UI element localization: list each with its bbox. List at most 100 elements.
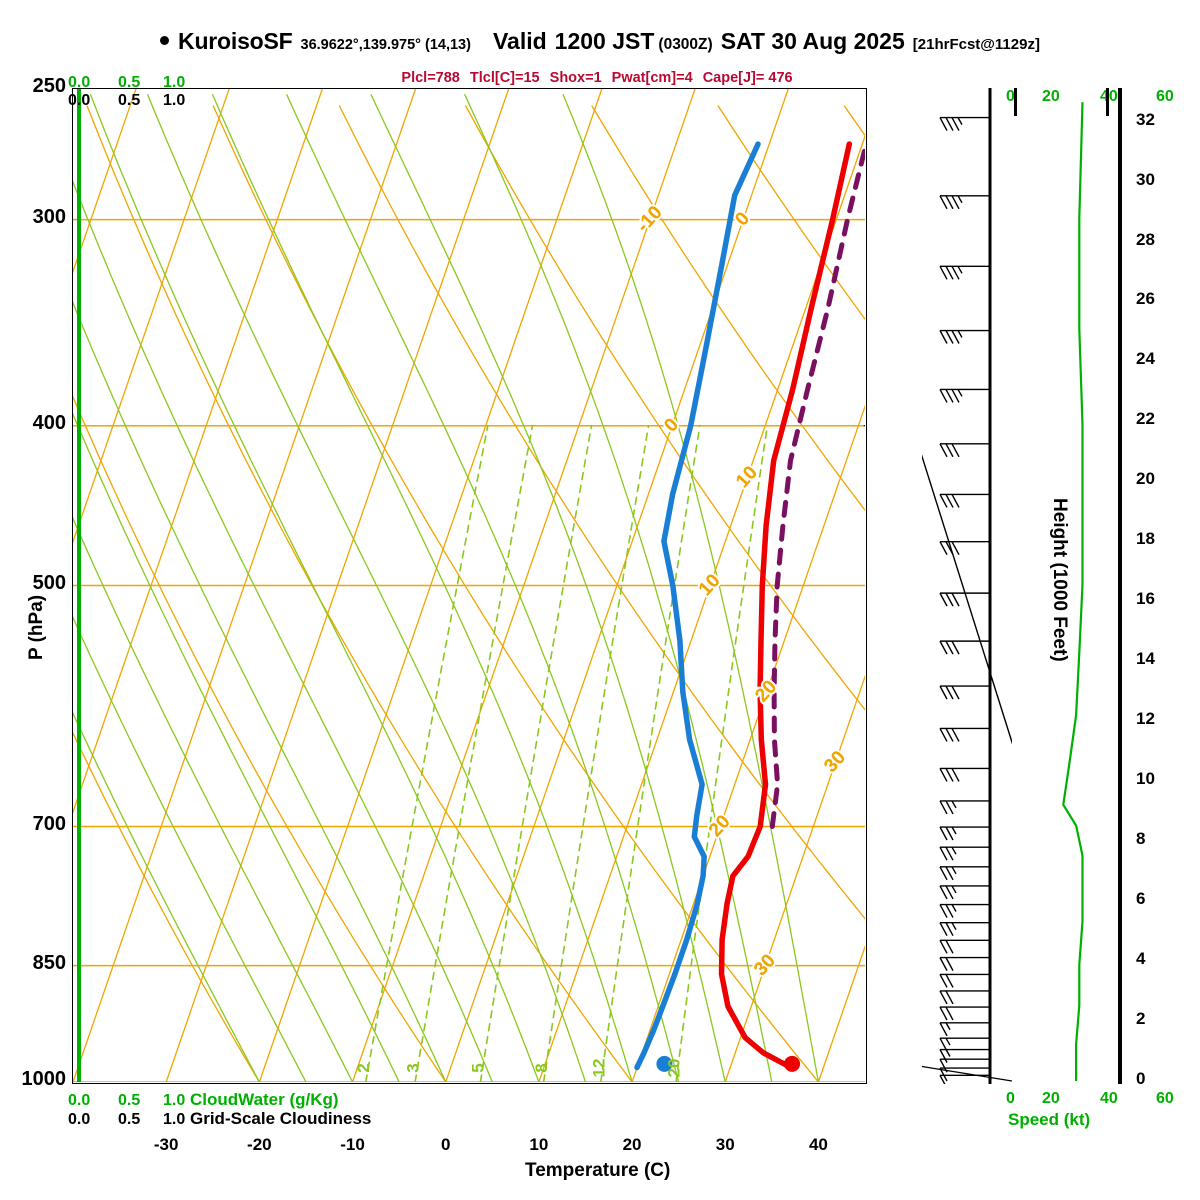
barb-full <box>939 685 948 700</box>
pressure-tick-700: 700 <box>32 812 66 835</box>
barb-full <box>945 885 954 900</box>
barb-full <box>951 728 960 742</box>
isotherm-30 <box>724 674 865 1082</box>
mixing-ratio-label-text: 5 <box>469 1063 488 1072</box>
barb-full <box>939 826 948 841</box>
speed-tick-top-60: 60 <box>1156 88 1174 105</box>
barb-full <box>945 826 954 841</box>
valid-time: 1200 JST <box>554 28 655 54</box>
isotherm-label-text: -10 <box>633 202 667 236</box>
wind-barb-800 <box>939 921 990 936</box>
barb-full <box>945 768 954 782</box>
mixing-ratio-12 <box>600 424 701 1082</box>
barb-full <box>945 1006 954 1021</box>
wind-barb-980 <box>939 1067 990 1082</box>
wind-barb-920 <box>939 1022 990 1037</box>
barb-full <box>939 1049 948 1063</box>
panel-cut-lower <box>922 1065 1012 1082</box>
isotherm--10 <box>351 89 696 1082</box>
barb-full <box>939 957 948 971</box>
temperature-axis-title: Temperature (C) <box>525 1160 671 1181</box>
speed-tick-bottom-40: 40 <box>1100 1090 1118 1107</box>
forecast-tag: [21hrFcst@1129z] <box>912 36 1040 53</box>
barb-full <box>945 640 954 655</box>
figure-header: KuroisoSF 36.9622°,139.975° (14,13) Vali… <box>0 28 1200 62</box>
barb-half <box>957 195 963 204</box>
barb-full <box>945 974 954 988</box>
dry-adiabat-100 <box>591 105 865 512</box>
cloudiness-tick-bottom-1: 0.5 <box>118 1111 141 1128</box>
isotherm--30 <box>165 89 510 1082</box>
barb-full <box>939 1074 946 1084</box>
dry-adiabat-0 <box>73 395 447 1082</box>
valid-zulu: (0300Z) <box>658 36 713 53</box>
temperature-tick--10: -10 <box>340 1135 365 1154</box>
stat-cape: Cape[J]= 476 <box>702 70 793 86</box>
valid-label: Valid <box>492 28 547 54</box>
wind-barb-990 <box>939 1074 990 1084</box>
barb-full <box>945 728 954 742</box>
moist-adiabat-10 <box>89 94 540 1082</box>
barb-full <box>951 768 960 782</box>
height-tick-6: 6 <box>1136 889 1146 909</box>
barb-full <box>951 117 960 131</box>
wind-barb-410 <box>939 443 990 458</box>
height-tick-26: 26 <box>1136 289 1155 309</box>
barb-full <box>939 1022 948 1037</box>
mixing-ratio-label-text: 20 <box>665 1059 684 1078</box>
barb-full <box>945 117 954 131</box>
barb-full <box>951 494 960 508</box>
temperature-tick-40: 40 <box>808 1135 828 1154</box>
moist-adiabat--5 <box>73 412 400 1082</box>
mixing-ratio-label-8: 8 <box>532 1063 551 1072</box>
pressure-tick-300: 300 <box>32 205 66 228</box>
barb-half <box>957 117 963 125</box>
height-tick-24: 24 <box>1136 349 1155 369</box>
moist-adiabat--10 <box>73 516 354 1082</box>
speed-tick-bottom-0: 0 <box>1006 1090 1015 1107</box>
isotherm--50 <box>73 89 323 814</box>
barb-full <box>951 443 960 458</box>
mixing-ratio-label-text: 8 <box>532 1063 551 1072</box>
sounding-stats: Plcl=788 Tlcl[C]=15 Shox=1 Pwat[cm]=4 Ca… <box>0 70 1200 86</box>
pressure-tick-400: 400 <box>32 411 66 434</box>
barb-full <box>939 768 948 782</box>
height-tick-10: 10 <box>1136 769 1155 789</box>
mixing-ratio-label-20: 20 <box>665 1059 684 1078</box>
moist-adiabat-40 <box>562 94 820 1082</box>
mixing-ratio-label-text: 3 <box>403 1063 422 1072</box>
dewpoint-curve <box>634 141 761 1071</box>
dry-adiabat-60 <box>338 105 865 920</box>
barb-full <box>945 389 954 403</box>
mixing-ratio-label-3: 3 <box>403 1063 422 1072</box>
isotherm-label-text: 10 <box>695 570 725 600</box>
barb-full <box>945 922 954 936</box>
wind-speed-panel <box>1012 88 1120 1084</box>
barb-full <box>939 904 948 918</box>
barb-full <box>945 330 954 344</box>
height-tick-22: 22 <box>1136 409 1155 429</box>
wind-barb-820 <box>939 939 990 954</box>
speed-tick-bottom-60: 60 <box>1156 1090 1174 1107</box>
height-tick-28: 28 <box>1136 229 1155 249</box>
height-tick-14: 14 <box>1136 649 1155 669</box>
isotherm--40 <box>73 89 417 1082</box>
isotherm-label-text: 30 <box>750 950 780 980</box>
barb-full <box>939 389 948 403</box>
wind-barb-290 <box>939 195 990 210</box>
barb-full <box>945 940 954 954</box>
pressure-tick-500: 500 <box>32 571 66 594</box>
dry-adiabat-20 <box>86 105 633 1082</box>
barb-full <box>945 957 954 971</box>
barb-full <box>951 541 960 556</box>
moist-adiabat-25 <box>286 94 680 1082</box>
cloudwater-axis-title: CloudWater (g/Kg) <box>190 1090 339 1109</box>
barb-full <box>939 800 948 815</box>
wind-barb-440 <box>939 493 990 508</box>
pressure-tick-850: 850 <box>32 951 66 974</box>
isotherm-0 <box>445 89 789 1082</box>
